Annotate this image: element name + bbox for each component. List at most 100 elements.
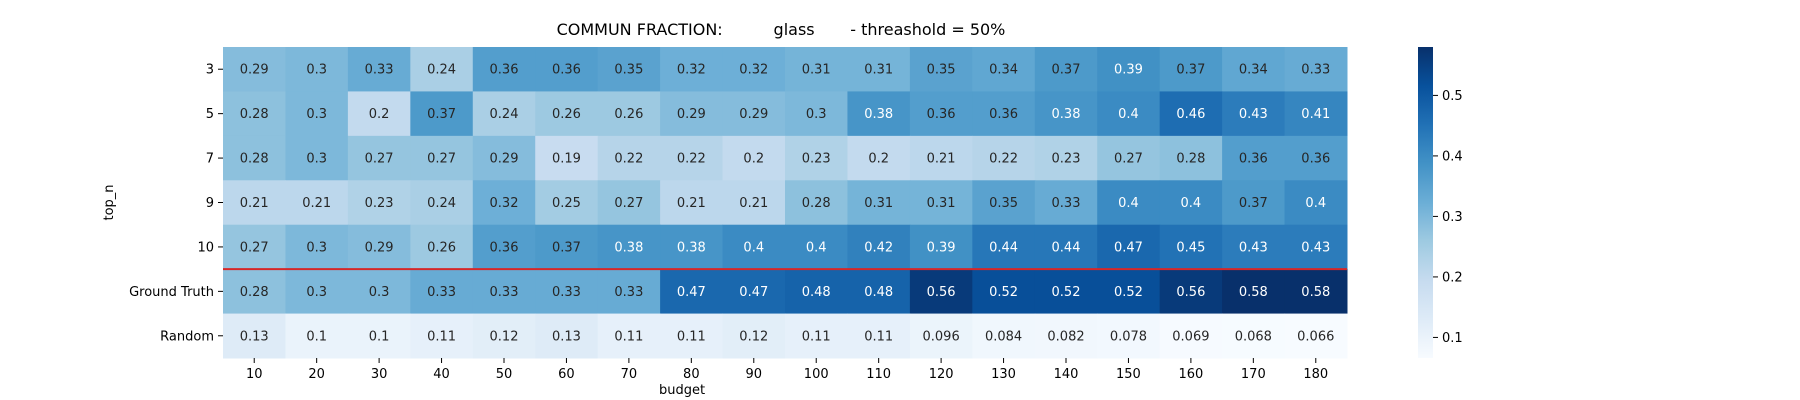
heatmap-cell — [535, 313, 599, 359]
heatmap-cell — [1097, 135, 1161, 181]
cell-value-label: 0.32 — [490, 196, 519, 211]
cell-value-label: 0.11 — [614, 329, 643, 344]
heatmap-cell — [972, 313, 1036, 359]
cell-value-label: 0.21 — [927, 152, 956, 167]
cell-value-label: 0.066 — [1297, 329, 1334, 344]
y-tick-label: Random — [160, 329, 214, 344]
cell-value-label: 0.4 — [1305, 196, 1326, 211]
cell-value-label: 0.36 — [490, 63, 519, 78]
cell-value-label: 0.4 — [1118, 107, 1139, 122]
heatmap-cell — [535, 180, 599, 226]
heatmap-cell — [535, 269, 599, 315]
heatmap-cell — [785, 269, 848, 315]
heatmap-cell — [597, 135, 661, 181]
heatmap-cell — [347, 135, 411, 181]
heatmap-cell — [972, 224, 1036, 270]
cell-value-label: 0.27 — [614, 196, 643, 211]
heatmap-cell — [909, 91, 973, 137]
cell-value-label: 0.38 — [864, 107, 893, 122]
cell-value-label: 0.32 — [677, 63, 706, 78]
heatmap-cell — [223, 47, 286, 92]
heatmap-cell — [1222, 269, 1286, 315]
heatmap-cell — [909, 313, 973, 359]
heatmap-cell — [1034, 313, 1098, 359]
x-tick-label: 150 — [1116, 367, 1141, 382]
cell-value-label: 0.34 — [1239, 63, 1268, 78]
y-tick-label: Ground Truth — [129, 285, 214, 300]
heatmap-cell — [1284, 313, 1348, 359]
cell-value-label: 0.19 — [552, 152, 581, 167]
x-tick-label: 120 — [929, 367, 954, 382]
heatmap-cell — [472, 224, 536, 270]
heatmap-cell — [660, 224, 724, 270]
cell-value-label: 0.11 — [802, 329, 831, 344]
heatmap-cell — [722, 91, 786, 137]
heatmap-cell — [410, 224, 474, 270]
cell-value-label: 0.37 — [1176, 63, 1205, 78]
cell-value-label: 0.3 — [306, 107, 327, 122]
cell-value-label: 0.56 — [927, 285, 956, 300]
heatmap-cell — [472, 269, 536, 315]
heatmap-cell — [410, 313, 474, 359]
cell-value-label: 0.4 — [743, 240, 764, 255]
x-tick-label: 40 — [433, 367, 450, 382]
y-tick-label: 5 — [206, 107, 214, 122]
cell-value-label: 0.084 — [985, 329, 1022, 344]
heatmap-cell — [223, 91, 286, 137]
x-tick-label: 90 — [746, 367, 763, 382]
cell-value-label: 0.12 — [490, 329, 519, 344]
heatmap-cell — [909, 269, 973, 315]
cell-value-label: 0.3 — [806, 107, 827, 122]
cell-value-label: 0.068 — [1235, 329, 1272, 344]
cell-value-label: 0.43 — [1301, 240, 1330, 255]
cell-value-label: 0.52 — [1114, 285, 1143, 300]
cell-value-label: 0.21 — [739, 196, 768, 211]
cell-value-label: 0.078 — [1110, 329, 1147, 344]
cell-value-label: 0.46 — [1176, 107, 1205, 122]
cell-value-label: 0.38 — [677, 240, 706, 255]
cell-value-label: 0.069 — [1172, 329, 1209, 344]
cell-value-label: 0.3 — [306, 285, 327, 300]
heatmap-cell — [223, 180, 286, 226]
y-tick-label: 9 — [206, 196, 214, 211]
cell-value-label: 0.3 — [306, 152, 327, 167]
cell-value-label: 0.42 — [864, 240, 893, 255]
cell-value-label: 0.44 — [989, 240, 1018, 255]
heatmap-cell — [285, 47, 349, 92]
x-tick-label: 80 — [683, 367, 700, 382]
x-axis-ticks: 10 20 30 40 50 60 70 80 90 100 110 120 130 140 150 160 1… — [246, 358, 1328, 382]
cell-value-label: 0.31 — [927, 196, 956, 211]
cell-value-label: 0.4 — [1181, 196, 1202, 211]
cell-value-label: 0.24 — [427, 196, 456, 211]
heatmap-cell — [1284, 47, 1348, 92]
heatmap-cell — [1159, 91, 1223, 137]
cell-value-label: 0.43 — [1239, 240, 1268, 255]
cell-value-label: 0.21 — [302, 196, 331, 211]
cell-value-label: 0.11 — [677, 329, 706, 344]
x-tick-label: 130 — [991, 367, 1016, 382]
cell-value-label: 0.34 — [989, 63, 1018, 78]
cell-value-label: 0.33 — [490, 285, 519, 300]
cell-value-label: 0.35 — [927, 63, 956, 78]
cell-value-label: 0.32 — [739, 63, 768, 78]
heatmap-cell — [223, 313, 286, 359]
heatmap-cell — [785, 47, 848, 92]
heatmap-cell — [1034, 224, 1098, 270]
heatmap-cell — [223, 269, 286, 315]
cell-value-label: 0.47 — [677, 285, 706, 300]
heatmap-cell — [223, 224, 286, 270]
heatmap-cell — [285, 313, 349, 359]
cell-value-label: 0.4 — [1118, 196, 1139, 211]
heatmap-cell — [472, 135, 536, 181]
heatmap-cell — [722, 224, 786, 270]
heatmap-cell — [1284, 224, 1348, 270]
heatmap-cell — [1159, 313, 1223, 359]
heatmap-cell — [722, 313, 786, 359]
cell-value-label: 0.22 — [614, 152, 643, 167]
cell-value-label: 0.33 — [614, 285, 643, 300]
heatmap-cell — [535, 91, 599, 137]
cell-value-label: 0.28 — [240, 152, 269, 167]
cell-value-label: 0.24 — [427, 63, 456, 78]
heatmap-cell — [597, 313, 661, 359]
heatmap-cell — [1097, 47, 1161, 92]
